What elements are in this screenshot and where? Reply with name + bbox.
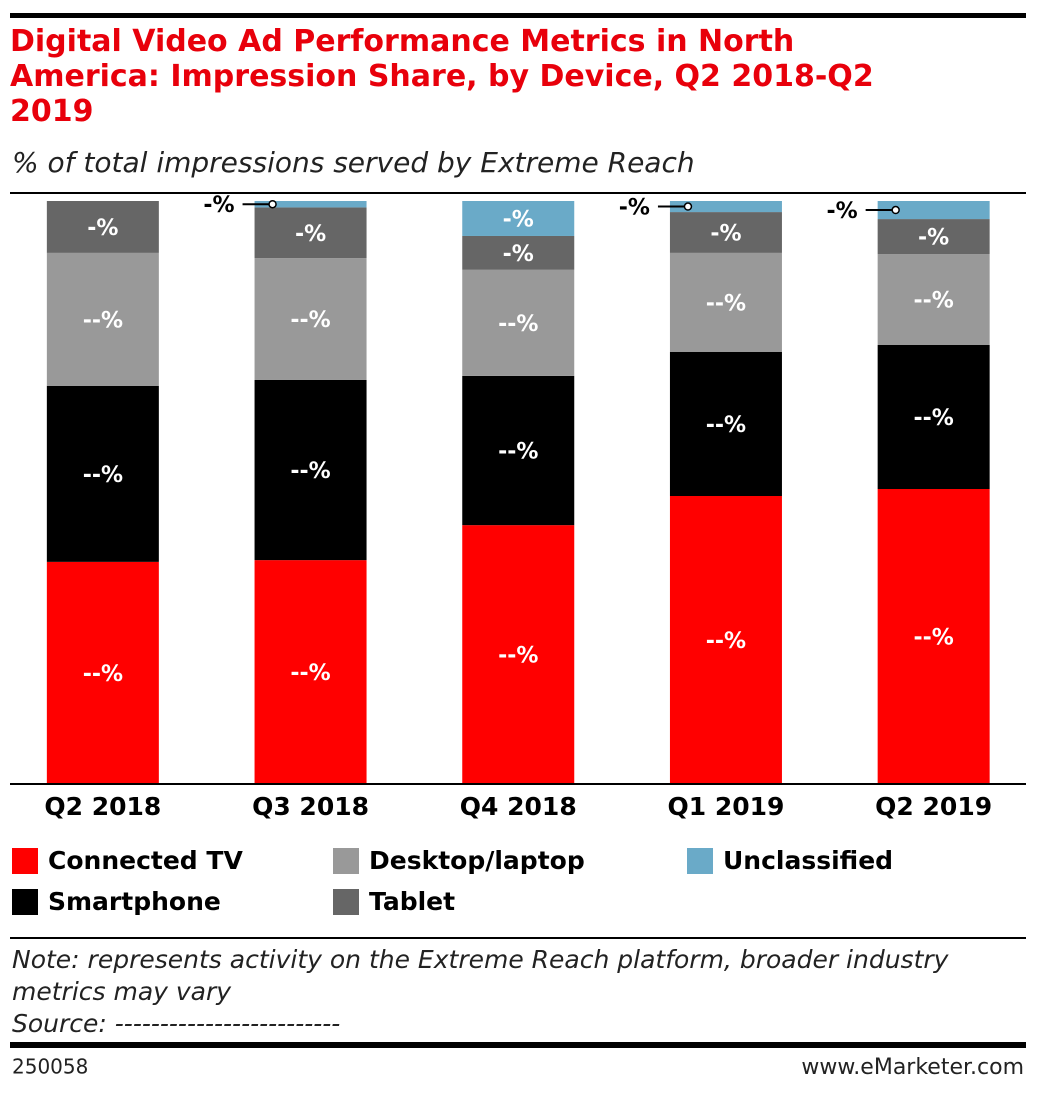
bar-segment (877, 489, 990, 784)
chart-subtitle: % of total impressions served by Extreme… (12, 146, 695, 179)
value-label: -% (619, 196, 650, 221)
bar-segment (877, 254, 990, 346)
value-label: --% (290, 661, 330, 686)
legend-label: Tablet (369, 887, 455, 916)
value-label: --% (706, 413, 746, 438)
legend-label: Desktop/laptop (369, 846, 585, 875)
x-tick-label: Q4 2018 (460, 792, 577, 821)
x-tick-label: Q1 2019 (667, 792, 784, 821)
bar-segment (254, 560, 367, 784)
value-label: --% (290, 459, 330, 484)
x-tick-label: Q2 2018 (44, 792, 161, 821)
note: Note: represents activity on the Extreme… (12, 945, 949, 1006)
bar-segment (254, 207, 367, 259)
bar-segment (462, 235, 575, 270)
bar-segment (669, 495, 782, 784)
bar-segment (46, 385, 159, 562)
value-label: --% (83, 662, 123, 687)
bar-segment (46, 201, 159, 253)
bar-segment (877, 345, 990, 490)
bar-segment (254, 201, 367, 208)
value-label: --% (913, 289, 953, 314)
value-label: --% (83, 308, 123, 333)
rule (10, 937, 1026, 939)
x-tick-label: Q3 2018 (252, 792, 369, 821)
top-rule (10, 13, 1026, 18)
value-label: --% (498, 440, 538, 465)
bar-segment (254, 379, 367, 561)
value-label: -% (295, 222, 326, 247)
value-label: --% (498, 312, 538, 337)
note-block: Note: represents activity on the Extreme… (12, 944, 1022, 1040)
bar-segment (877, 201, 990, 220)
rule (10, 1042, 1026, 1048)
legend-swatch (12, 848, 38, 874)
bar-segment (669, 252, 782, 352)
bar-segment (462, 201, 575, 236)
title-box: Digital Video Ad Performance Metrics in … (10, 24, 874, 129)
bar-segment (462, 525, 575, 784)
value-label: -% (710, 221, 741, 246)
leader-dot (891, 205, 900, 215)
legend-swatch (12, 889, 38, 915)
x-tick-label: Q2 2019 (875, 792, 992, 821)
site: www.eMarketer.com (801, 1055, 1024, 1080)
bar-segment (669, 212, 782, 253)
leader-dot (683, 202, 693, 211)
leader-dot (268, 199, 277, 209)
legend-swatch (333, 889, 359, 915)
value-label: --% (498, 644, 538, 669)
value-label: --% (913, 406, 953, 431)
value-label: --% (706, 291, 746, 316)
chart-id: 250058 (12, 1055, 88, 1079)
value-label: -% (503, 242, 534, 267)
chart-title: Digital Video Ad Performance Metrics in … (10, 24, 874, 129)
value-label: --% (913, 626, 953, 651)
value-label: -% (826, 199, 857, 224)
legend-swatch (333, 848, 359, 874)
bar-segment (669, 201, 782, 213)
value-label: --% (706, 629, 746, 654)
value-label: --% (290, 308, 330, 333)
bar-segment (462, 375, 575, 526)
legend-label: Connected TV (48, 846, 243, 875)
legend-label: Smartphone (48, 887, 221, 916)
bar-segment (46, 561, 159, 784)
bar-segment (669, 351, 782, 496)
bar-segment (46, 252, 159, 386)
rule (10, 192, 1026, 194)
value-label: --% (83, 463, 123, 488)
value-label: -% (203, 193, 234, 218)
legend-swatch (687, 848, 713, 874)
value-label: -% (503, 207, 534, 232)
value-label: -% (87, 216, 118, 241)
bar-segment (254, 258, 367, 380)
bar-segment (462, 269, 575, 376)
legend-label: Unclassified (723, 846, 893, 875)
value-label: -% (918, 226, 949, 251)
source: Source: ------------------------- (12, 1009, 341, 1038)
bar-segment (877, 219, 990, 255)
